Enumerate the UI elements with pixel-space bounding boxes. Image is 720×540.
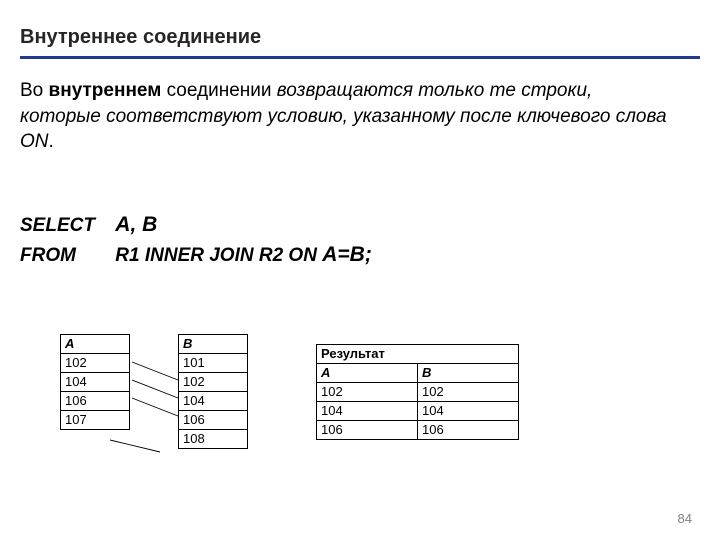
result-col-a: A	[317, 364, 418, 383]
table-b-row: 108	[179, 430, 248, 449]
join-line	[132, 398, 178, 416]
p-dot: .	[49, 131, 54, 152]
p-italic1: возвращаются только те строки,	[277, 80, 593, 101]
table-a-row: 104	[61, 373, 130, 392]
p-post: соединении	[161, 80, 276, 101]
p-italic2: которые соответствуют условию, указанном…	[20, 106, 667, 127]
p-on: ON	[20, 131, 49, 152]
diagram-area: A 102 104 106 107 B 101 102 104 106 108 …	[20, 330, 700, 500]
page-number: 84	[678, 511, 692, 526]
table-result: Результат A B 102 102 104 104 106 106	[316, 344, 519, 440]
title-divider	[20, 56, 700, 59]
result-col-b: B	[418, 364, 519, 383]
result-cell: 102	[317, 383, 418, 402]
table-a-row: 102	[61, 354, 130, 373]
sql-from-body: R1 INNER JOIN R2 ON	[115, 245, 322, 266]
slide-title: Внутреннее соединение	[20, 26, 261, 49]
table-b-row: 101	[179, 354, 248, 373]
table-a-header: A	[61, 335, 130, 354]
p-pre: Во	[20, 80, 49, 101]
sql-from-kw: FROM	[20, 242, 110, 270]
result-cell: 104	[418, 402, 519, 421]
sql-from-cond: A=B;	[322, 243, 372, 266]
table-b: B 101 102 104 106 108	[178, 334, 248, 449]
table-b-row: 102	[179, 373, 248, 392]
sql-select-kw: SELECT	[20, 212, 110, 240]
sql-select-cols: A, B	[115, 213, 157, 236]
body-paragraph: Во внутреннем соединении возвращаются то…	[20, 78, 680, 155]
result-title: Результат	[317, 345, 519, 364]
table-a: A 102 104 106 107	[60, 334, 130, 430]
result-cell: 102	[418, 383, 519, 402]
result-cell: 106	[418, 421, 519, 440]
stray-line	[110, 440, 160, 452]
result-cell: 106	[317, 421, 418, 440]
join-line	[132, 380, 178, 398]
table-a-row: 106	[61, 392, 130, 411]
slide-root: Внутреннее соединение Во внутреннем соед…	[0, 0, 720, 540]
result-cell: 104	[317, 402, 418, 421]
sql-from-line: FROM R1 INNER JOIN R2 ON A=B;	[20, 240, 372, 270]
join-line	[132, 362, 178, 380]
sql-select-line: SELECT A, B	[20, 210, 372, 240]
table-b-row: 106	[179, 411, 248, 430]
table-b-row: 104	[179, 392, 248, 411]
sql-block: SELECT A, B FROM R1 INNER JOIN R2 ON A=B…	[20, 210, 372, 271]
table-b-header: B	[179, 335, 248, 354]
p-bold: внутреннем	[49, 80, 162, 101]
table-a-row: 107	[61, 411, 130, 430]
